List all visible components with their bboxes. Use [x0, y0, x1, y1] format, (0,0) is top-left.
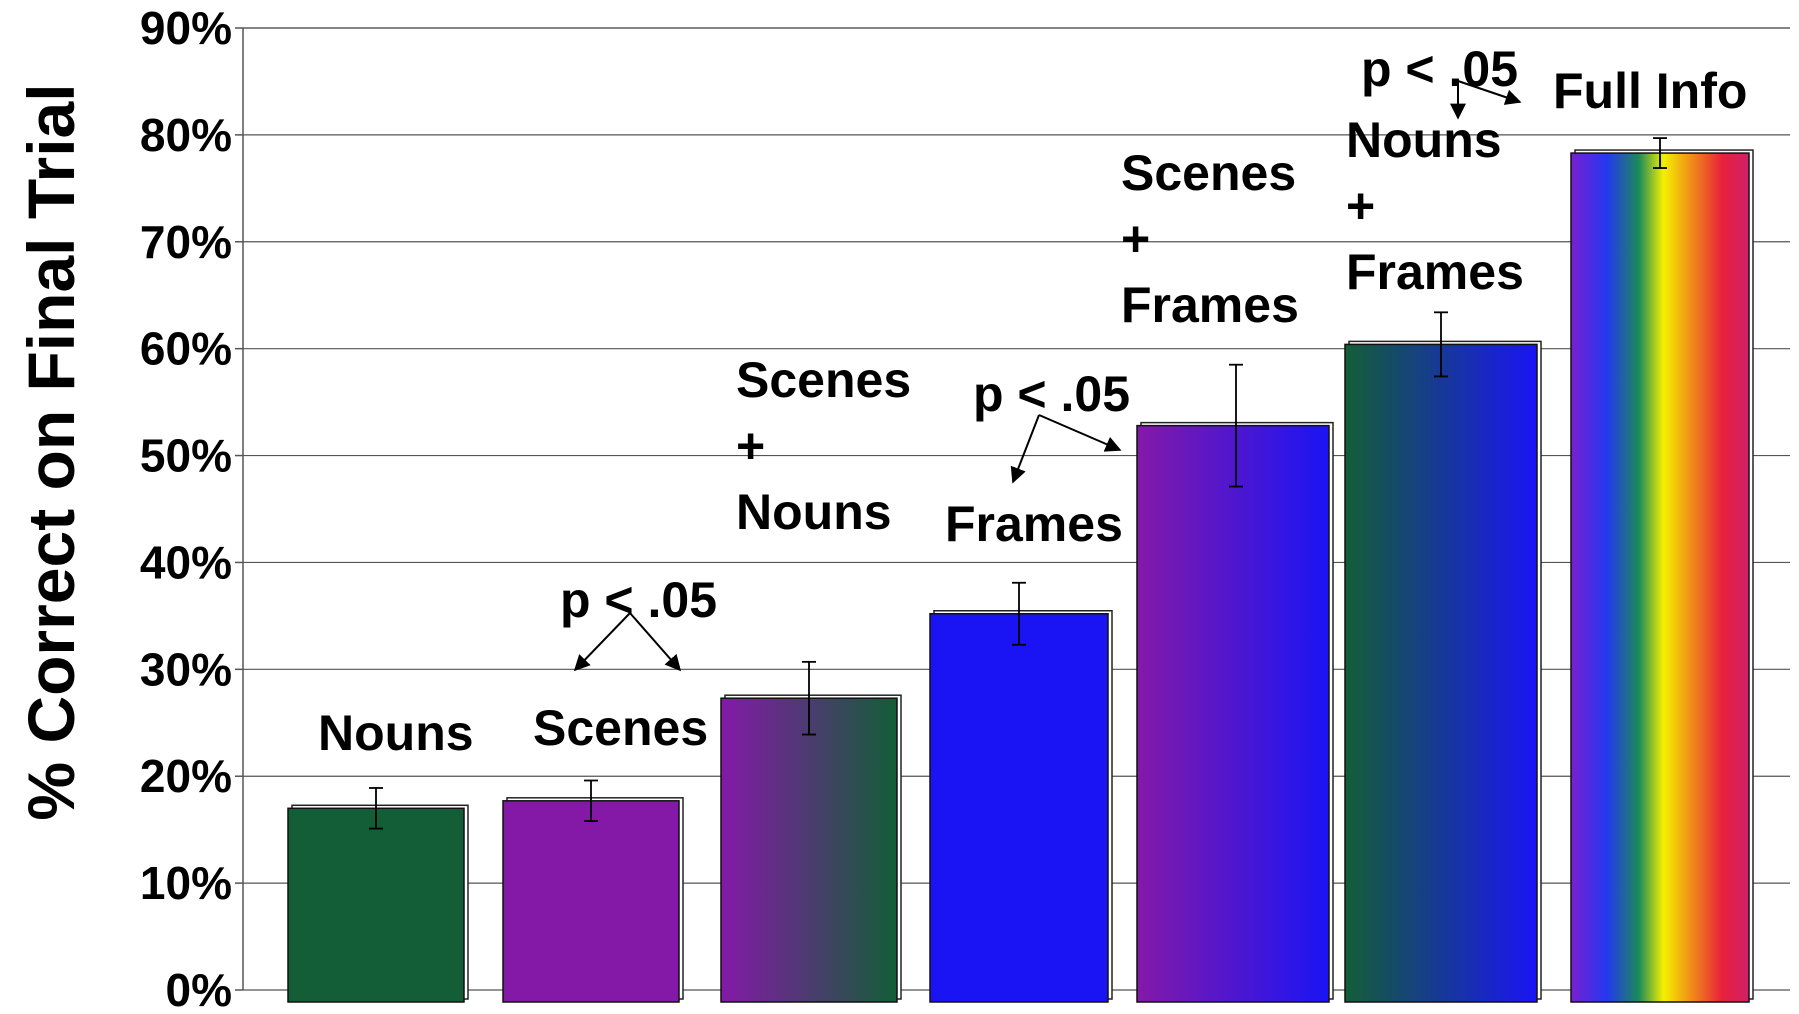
bar	[720, 697, 898, 1003]
bar-labels: Nouns Scenes Scenes + Nouns Frames Scenes + Fram…	[318, 63, 1747, 761]
y-tick-label: 70%	[140, 216, 232, 268]
significance-annotations: p < .05 p < .05 p < .05	[560, 41, 1522, 672]
y-tick-label: 90%	[140, 2, 232, 54]
y-tick-label: 20%	[140, 750, 232, 802]
bar-label: +	[736, 418, 765, 474]
significance-arrow	[1457, 80, 1522, 105]
y-tick-label: 50%	[140, 430, 232, 482]
bar-label: +	[1346, 178, 1375, 234]
y-tick-label: 40%	[140, 536, 232, 588]
bar-label: Scenes	[1121, 145, 1296, 201]
error-bars	[369, 137, 1667, 830]
y-tick-label: 0%	[166, 964, 232, 1014]
bar-label: +	[1121, 211, 1150, 267]
y-tick-label: 30%	[140, 643, 232, 695]
significance-arrow	[1010, 414, 1040, 484]
significance-label: p < .05	[560, 572, 717, 628]
bar-label: Nouns	[318, 705, 474, 761]
y-tick-label: 10%	[140, 857, 232, 909]
bar-label: Frames	[1346, 244, 1524, 300]
bars	[287, 149, 1754, 1003]
significance-label: p < .05	[973, 366, 1130, 422]
bar-label: Scenes	[736, 352, 911, 408]
bar-label: Scenes	[533, 700, 708, 756]
y-tick-label: 60%	[140, 323, 232, 375]
bar-label: Frames	[945, 496, 1123, 552]
bar-label: Full Info	[1553, 63, 1747, 119]
significance-arrow	[1038, 414, 1122, 452]
significance-arrow	[573, 612, 631, 672]
significance-label: p < .05	[1361, 41, 1518, 97]
bar	[1570, 152, 1750, 1003]
bar-label: Nouns	[736, 484, 892, 540]
bar	[1136, 424, 1330, 1003]
bar-label: Nouns	[1346, 112, 1502, 168]
bar	[1344, 343, 1538, 1003]
y-axis-title: % Correct on Final Trial	[14, 83, 88, 820]
bar	[929, 613, 1109, 1003]
bar-label: Frames	[1121, 277, 1299, 333]
significance-arrow	[629, 612, 682, 672]
bar	[502, 800, 680, 1003]
bar	[287, 807, 465, 1003]
y-tick-label: 80%	[140, 109, 232, 161]
y-axis: 0% 10% 20% 30% 40% 50% 60% 70% 80% 90%	[140, 2, 244, 1014]
